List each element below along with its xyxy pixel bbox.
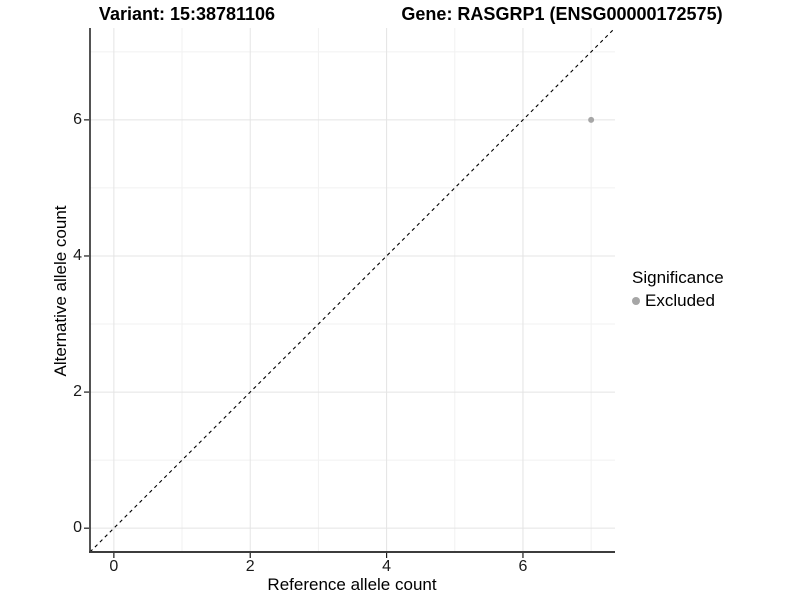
y-axis-title: Alternative allele count (51, 205, 70, 377)
plot-title-gene: Gene: RASGRP1 (ENSG00000172575) (401, 4, 723, 24)
excluded-point-icon (632, 297, 640, 305)
y-tick-label: 6 (73, 110, 82, 128)
legend-entry-excluded: Excluded (632, 291, 724, 311)
plot-title-variant: Variant: 15:38781106 (98, 4, 276, 24)
data-point-excluded (588, 116, 595, 123)
legend: Significance Excluded (632, 268, 724, 311)
legend-title: Significance (632, 268, 724, 287)
x-tick-label: 2 (245, 558, 255, 575)
y-tick-label: 4 (73, 246, 82, 264)
x-tick-label: 4 (382, 558, 392, 575)
y-tick-label: 0 (73, 519, 82, 537)
legend-entry-label: Excluded (645, 291, 715, 310)
x-axis-title: Reference allele count (267, 575, 437, 594)
identity-dashed-line (89, 27, 616, 553)
x-tick-label: 6 (518, 558, 528, 575)
y-tick-label: 2 (73, 383, 82, 401)
x-tick-label: 0 (109, 558, 119, 575)
